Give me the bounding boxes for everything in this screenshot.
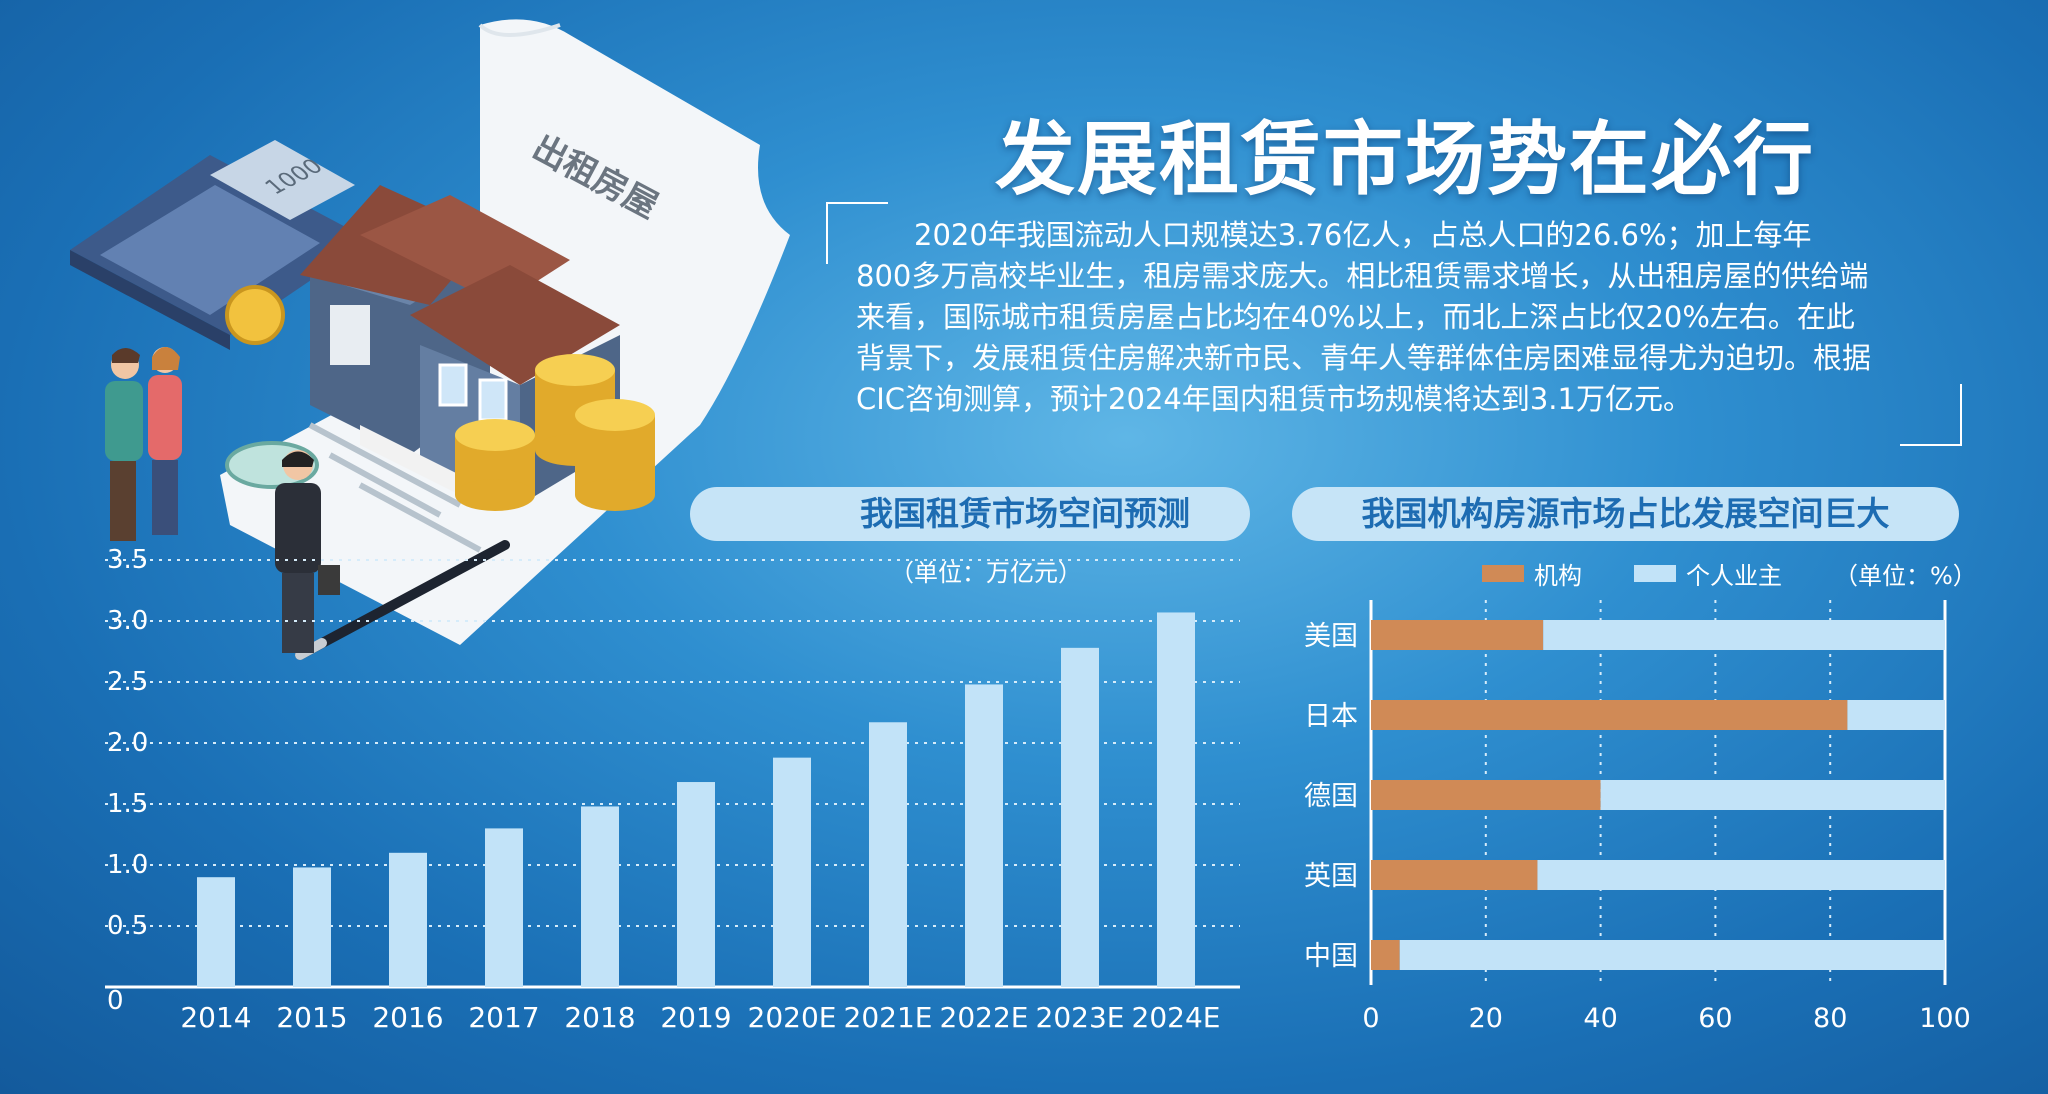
y-tick-label: 3.0 <box>107 606 148 636</box>
x-tick-label: 40 <box>1583 1003 1617 1034</box>
x-tick-label: 2021E <box>844 1001 933 1034</box>
legend-label-individual: 个人业主 <box>1686 562 1782 590</box>
paragraph-line: 背景下，发展租赁住房解决新市民、青年人等群体住房困难显得尤为迫切。根据 <box>856 341 1872 375</box>
legend-swatch-institution <box>1482 565 1524 582</box>
agent-figure <box>275 450 340 653</box>
y-tick-label: 2.0 <box>107 728 148 758</box>
intro-paragraph: 2020年我国流动人口规模达3.76亿人，占总人口的26.6%；加上每年 800… <box>856 215 1936 420</box>
y-tick-label: 英国 <box>1304 861 1358 892</box>
bar <box>869 722 907 987</box>
hbar-legend: 机构 个人业主 （单位：%） <box>1482 556 1977 591</box>
x-tick-label: 80 <box>1813 1003 1847 1034</box>
bar <box>293 867 331 987</box>
y-tick-label: 德国 <box>1304 781 1358 812</box>
paragraph-line: CIC咨询测算，预计2024年国内租赁市场规模将达到3.1万亿元。 <box>856 382 1692 416</box>
bar <box>197 877 235 987</box>
bar-chart-title: 我国租赁市场空间预测 <box>690 487 1250 541</box>
bar <box>677 782 715 987</box>
x-tick-label: 100 <box>1919 1003 1971 1034</box>
bar <box>1157 612 1195 987</box>
bar-institution <box>1371 700 1848 730</box>
paragraph-line: 来看，国际城市租赁房屋占比均在40%以上，而北上深占比仅20%左右。在此 <box>856 300 1855 334</box>
couple-figures <box>105 347 182 541</box>
bar <box>389 852 427 987</box>
bar <box>773 757 811 987</box>
y-tick-label: 0 <box>107 986 124 1016</box>
bar <box>965 684 1003 987</box>
bar-individual <box>1600 780 1945 810</box>
bar-institution <box>1371 620 1544 650</box>
bar-individual <box>1399 940 1945 970</box>
y-tick-label: 1.0 <box>107 850 148 880</box>
bar <box>581 806 619 987</box>
y-tick-label: 美国 <box>1304 621 1358 652</box>
paragraph-line: 2020年我国流动人口规模达3.76亿人，占总人口的26.6%；加上每年 <box>856 218 1812 252</box>
hbar-chart-unit: （单位：%） <box>1834 562 1977 590</box>
x-tick-label: 0 <box>1362 1003 1379 1034</box>
x-tick-label: 2018 <box>564 1001 635 1034</box>
calculator-icon: 1000 <box>70 140 370 350</box>
bar-individual <box>1537 860 1945 890</box>
bracket-top-left <box>826 202 888 264</box>
x-tick-label: 2022E <box>940 1001 1029 1034</box>
bar-institution <box>1371 940 1400 970</box>
legend-swatch-individual <box>1634 565 1676 582</box>
x-tick-label: 2016 <box>372 1001 443 1034</box>
x-tick-label: 2020E <box>748 1001 837 1034</box>
paragraph-line: 800多万高校毕业生，租房需求庞大。相比租赁需求增长，从出租房屋的供给端 <box>856 259 1869 293</box>
x-tick-label: 2015 <box>276 1001 347 1034</box>
coins-icon <box>455 354 655 511</box>
hbar-chart-title: 我国机构房源市场占比发展空间巨大 <box>1292 487 1959 541</box>
main-title: 发展租赁市场势在必行 <box>995 113 1815 206</box>
bracket-bottom-right <box>1900 384 1962 446</box>
y-tick-label: 3.5 <box>107 545 148 575</box>
bar-chart: 0 0.5 1.0 1.5 2.0 2.5 3.0 3.5 2014 2015 2016 2017 20… <box>105 545 1240 1034</box>
y-tick-label: 2.5 <box>107 667 148 697</box>
x-tick-label: 2014 <box>180 1001 251 1034</box>
y-tick-label: 0.5 <box>107 911 148 941</box>
x-tick-label: 2024E <box>1132 1001 1221 1034</box>
pen-icon <box>295 540 510 660</box>
x-tick-label: 60 <box>1698 1003 1732 1034</box>
y-tick-label: 1.5 <box>107 789 148 819</box>
bar-chart-unit: （单位：万亿元） <box>890 559 1082 587</box>
x-tick-label: 2017 <box>468 1001 539 1034</box>
bar <box>1061 647 1099 987</box>
rental-illustration: 出租房屋 1000 <box>70 19 790 660</box>
legend-label-institution: 机构 <box>1534 562 1582 590</box>
bar-individual <box>1543 620 1945 650</box>
bar-individual <box>1847 700 1945 730</box>
x-tick-label: 2019 <box>660 1001 731 1034</box>
y-tick-label: 日本 <box>1304 701 1358 732</box>
bar <box>485 828 523 987</box>
x-tick-label: 2023E <box>1036 1001 1125 1034</box>
bar-institution <box>1371 860 1538 890</box>
y-tick-label: 中国 <box>1304 941 1358 972</box>
x-tick-label: 20 <box>1469 1003 1503 1034</box>
bar-institution <box>1371 780 1601 810</box>
